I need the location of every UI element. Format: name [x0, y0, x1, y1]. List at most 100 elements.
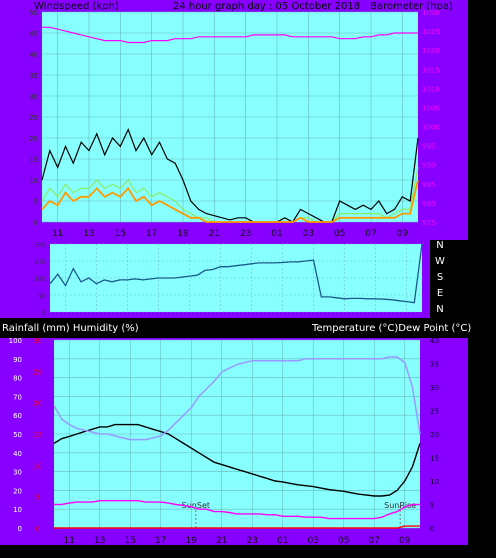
series-wind-average	[41, 179, 419, 223]
compass-label: E	[437, 288, 443, 299]
wind-x-tick-label: 21	[209, 229, 220, 239]
temp-x-tick-label: 21	[216, 536, 227, 546]
wind-x-tick-label: 07	[365, 229, 376, 239]
wind-y-tick-label: 0	[34, 219, 38, 227]
rain-y-tick-label: 15	[34, 431, 43, 439]
temp-x-tick-label: 03	[308, 536, 319, 546]
humidity-y-tick-label: 50	[13, 431, 22, 439]
temperature-y-tick-label: 30	[430, 384, 439, 392]
direction-y-tick-label: 180	[35, 276, 47, 283]
rain-y-tick-label: 5	[36, 494, 40, 502]
wind-y-tick-label: 10	[29, 177, 38, 185]
barometer-y-tick-label: 1010	[422, 85, 440, 93]
wind-x-tick-label: 05	[334, 229, 345, 239]
temperature-y-tick-label: 10	[430, 478, 439, 486]
temp-x-tick-label: 17	[155, 536, 166, 546]
barometer-y-tick-label: 1005	[422, 104, 440, 112]
wind-chart-title: 24 hour graph day : 05 October 2018	[173, 1, 360, 12]
temp-x-tick-label: 05	[338, 536, 349, 546]
sun-annotation: SunSet	[182, 501, 210, 510]
wind-x-tick-label: 15	[115, 229, 126, 239]
temperature-y-tick-label: 5	[430, 502, 434, 510]
wind-y-tick-label: 40	[29, 51, 38, 59]
barometer-y-tick-label: 1020	[422, 47, 440, 55]
rain-y-tick-label: 0	[36, 525, 40, 533]
wind-y-tick-label: 15	[29, 156, 38, 164]
humidity-y-tick-label: 70	[13, 393, 22, 401]
temperature-y-axis-label: Temperature (°C)Dew Point (°C)	[311, 323, 471, 334]
series-wind-gust	[41, 128, 419, 223]
humidity-y-axis-label: Rainfall (mm) Humidity (%)	[2, 323, 139, 334]
wind-y-tick-label: 30	[29, 93, 38, 101]
sun-annotation: SunRise	[384, 501, 416, 510]
series-barometer	[42, 26, 418, 44]
direction-y-tick-label: 270	[35, 259, 47, 266]
humidity-y-tick-label: 40	[13, 450, 22, 458]
barometer-y-tick-label: 1025	[422, 28, 440, 36]
temp-x-tick-label: 19	[186, 536, 198, 546]
wind-chart-layer: 0510152025303540455097598098599099510001…	[29, 9, 440, 239]
humidity-y-tick-label: 60	[13, 412, 22, 420]
wind-x-tick-label: 01	[271, 229, 282, 239]
humidity-y-tick-label: 10	[13, 506, 22, 514]
direction-y-tick-label: 360	[35, 242, 47, 249]
series-rainfall	[54, 525, 420, 529]
series-dew-point	[54, 500, 420, 520]
temperature-y-tick-label: 35	[430, 361, 439, 369]
temperature-y-tick-label: 20	[430, 431, 439, 439]
wind-x-tick-label: 11	[52, 229, 63, 239]
barometer-y-tick-label: 1015	[422, 66, 440, 74]
series-wind-direction	[49, 243, 423, 304]
barometer-y-tick-label: 1030	[422, 9, 440, 17]
humidity-y-tick-label: 80	[13, 375, 22, 383]
temp-x-tick-label: 09	[399, 536, 411, 546]
temp-x-tick-label: 11	[64, 536, 75, 546]
humidity-y-tick-label: 90	[13, 356, 22, 364]
temp-x-tick-label: 01	[277, 536, 288, 546]
humidity-y-tick-label: 20	[13, 487, 22, 495]
temperature-y-tick-label: 0	[430, 525, 434, 533]
compass-label: S	[437, 272, 443, 283]
barometer-y-tick-label: 985	[422, 181, 435, 189]
wind-y-tick-label: 25	[29, 114, 38, 122]
barometer-y-tick-label: 1000	[422, 124, 440, 132]
humidity-y-tick-label: 100	[9, 337, 22, 345]
barometer-y-tick-label: 975	[422, 219, 435, 227]
direction-chart-layer: 0 90 180 270 360	[35, 242, 423, 317]
rain-y-tick-label: 10	[34, 462, 43, 470]
wind-x-tick-label: 23	[240, 229, 251, 239]
wind-y-tick-label: 20	[29, 135, 38, 143]
wind-y-tick-label: 5	[34, 198, 38, 206]
humidity-y-tick-label: 30	[13, 469, 22, 477]
wind-x-tick-label: 03	[303, 229, 314, 239]
temp-chart-layer: 0102030405060708090100051015202530051015…	[9, 337, 439, 546]
series-temperature	[53, 423, 421, 497]
humidity-y-tick-label: 0	[18, 525, 22, 533]
compass-label: N	[436, 240, 443, 251]
compass-label: W	[435, 256, 445, 267]
barometer-y-tick-label: 980	[422, 200, 435, 208]
wind-y-tick-label: 35	[29, 72, 38, 80]
wind-x-tick-label: 09	[397, 229, 409, 239]
wind-y-tick-label: 45	[29, 30, 38, 38]
temp-x-tick-label: 15	[125, 536, 136, 546]
wind-y-axis-label: Windspeed (kph)	[34, 1, 119, 12]
temperature-y-tick-label: 25	[430, 408, 439, 416]
temp-x-tick-label: 13	[94, 536, 105, 546]
wind-x-tick-label: 13	[83, 229, 94, 239]
temperature-y-tick-label: 15	[430, 455, 439, 463]
barometer-y-tick-label: 990	[422, 162, 435, 170]
barometer-y-tick-label: 995	[422, 143, 435, 151]
direction-y-tick-label: 90	[38, 293, 46, 300]
compass-label: N	[436, 304, 443, 315]
series-humidity	[53, 356, 421, 441]
temp-x-tick-label: 23	[247, 536, 258, 546]
wind-x-tick-label: 17	[146, 229, 157, 239]
temp-x-tick-label: 07	[369, 536, 380, 546]
barometer-y-axis-label: Barometer (hpa)	[370, 1, 453, 12]
rain-y-tick-label: 30	[34, 337, 43, 345]
rain-y-tick-label: 20	[34, 400, 43, 408]
temperature-y-tick-label: 40	[430, 337, 439, 345]
